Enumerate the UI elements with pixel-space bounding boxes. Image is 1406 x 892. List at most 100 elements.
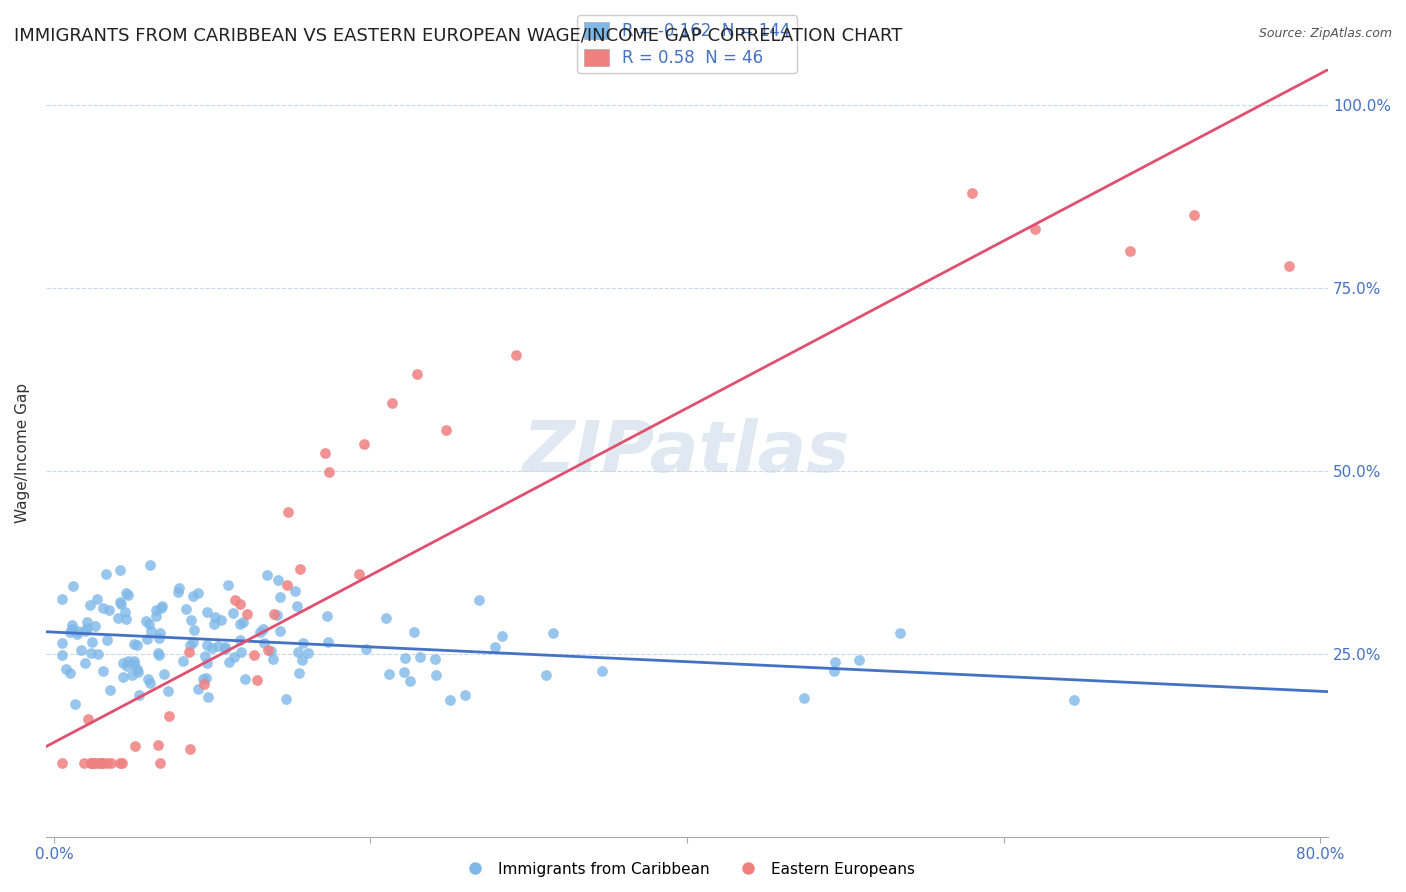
Point — [124, 739, 146, 754]
Point — [167, 581, 190, 595]
Point — [135, 614, 157, 628]
Point — [204, 610, 226, 624]
Point — [111, 656, 134, 670]
Point — [180, 613, 202, 627]
Point — [260, 643, 283, 657]
Point — [187, 681, 209, 696]
Point — [89, 756, 111, 771]
Point — [179, 741, 201, 756]
Point — [181, 589, 204, 603]
Point — [51, 756, 73, 771]
Point — [356, 642, 378, 657]
Point — [108, 756, 131, 771]
Point — [269, 590, 291, 604]
Point — [197, 690, 219, 704]
Point — [229, 633, 252, 648]
Point — [375, 611, 398, 625]
Point — [111, 670, 134, 684]
Point — [179, 645, 201, 659]
Point — [148, 648, 170, 662]
Point — [197, 638, 219, 652]
Point — [115, 586, 138, 600]
Point — [232, 615, 254, 629]
Point — [110, 597, 132, 611]
Point — [1119, 244, 1142, 259]
Point — [148, 738, 170, 752]
Point — [218, 655, 240, 669]
Point — [122, 653, 145, 667]
Point — [277, 505, 299, 519]
Point — [536, 668, 558, 682]
Point — [115, 612, 138, 626]
Point — [347, 566, 370, 581]
Point — [79, 646, 101, 660]
Point — [214, 641, 236, 656]
Point — [194, 649, 217, 664]
Point — [318, 465, 340, 479]
Point — [224, 650, 246, 665]
Point — [90, 756, 112, 771]
Point — [145, 603, 167, 617]
Point — [381, 396, 404, 410]
Point — [62, 622, 84, 636]
Point — [505, 348, 527, 362]
Point — [139, 675, 162, 690]
Point — [150, 599, 173, 613]
Point — [257, 643, 280, 657]
Point — [224, 593, 246, 607]
Point — [51, 648, 73, 662]
Point — [138, 617, 160, 632]
Point — [128, 689, 150, 703]
Point — [425, 652, 447, 666]
Point — [76, 615, 98, 630]
Point — [222, 607, 245, 621]
Point — [468, 593, 491, 607]
Point — [107, 610, 129, 624]
Point — [960, 186, 983, 200]
Text: IMMIGRANTS FROM CARIBBEAN VS EASTERN EUROPEAN WAGE/INCOME GAP CORRELATION CHART: IMMIGRANTS FROM CARIBBEAN VS EASTERN EUR… — [14, 27, 903, 45]
Point — [117, 588, 139, 602]
Point — [285, 599, 308, 613]
Point — [541, 626, 564, 640]
Point — [314, 446, 336, 460]
Point — [793, 690, 815, 705]
Point — [823, 665, 845, 679]
Point — [69, 642, 91, 657]
Point — [202, 616, 225, 631]
Point — [91, 756, 114, 771]
Point — [889, 625, 911, 640]
Point — [246, 673, 269, 688]
Point — [193, 676, 215, 690]
Point — [236, 607, 259, 622]
Point — [138, 672, 160, 686]
Point — [174, 602, 197, 616]
Point — [145, 608, 167, 623]
Point — [100, 756, 122, 771]
Point — [73, 756, 96, 771]
Point — [125, 662, 148, 676]
Point — [139, 558, 162, 572]
Point — [591, 664, 613, 678]
Point — [96, 566, 118, 581]
Point — [148, 646, 170, 660]
Point — [214, 640, 236, 654]
Point — [824, 656, 846, 670]
Point — [63, 697, 86, 711]
Point — [108, 595, 131, 609]
Point — [262, 651, 284, 665]
Point — [148, 631, 170, 645]
Point — [122, 657, 145, 671]
Point — [108, 563, 131, 577]
Point — [274, 692, 297, 706]
Point — [284, 584, 307, 599]
Point — [266, 607, 288, 622]
Point — [60, 617, 83, 632]
Point — [127, 638, 149, 652]
Point — [62, 579, 84, 593]
Point — [79, 598, 101, 612]
Point — [157, 708, 180, 723]
Text: Source: ZipAtlas.com: Source: ZipAtlas.com — [1258, 27, 1392, 40]
Point — [114, 605, 136, 619]
Point — [491, 629, 513, 643]
Point — [58, 665, 80, 680]
